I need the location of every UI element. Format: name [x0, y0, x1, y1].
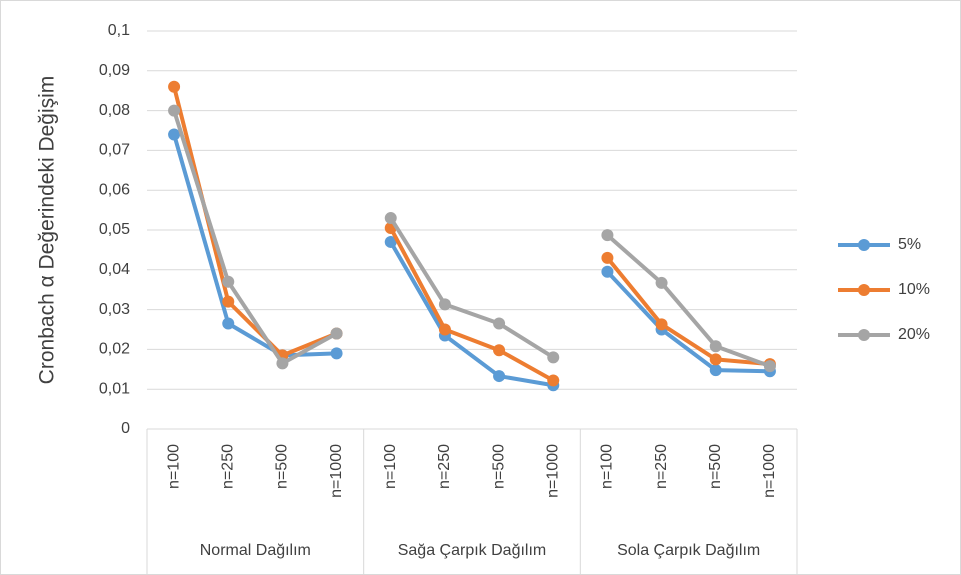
series-line — [605, 270, 770, 374]
point-marker — [384, 235, 397, 248]
y-tick-label: 0,05 — [99, 221, 130, 238]
point-marker — [438, 323, 451, 336]
y-tick-label: 0,08 — [99, 102, 130, 119]
group-label: Sağa Çarpık Dağılım — [398, 542, 547, 559]
point-marker — [168, 104, 181, 117]
point-marker — [330, 347, 343, 360]
x-tick-label: n=1000 — [328, 444, 345, 498]
x-tick-label: n=250 — [436, 444, 453, 489]
y-tick-label: 0 — [121, 420, 130, 437]
legend-marker — [858, 284, 870, 296]
x-tick-label: n=1000 — [761, 444, 778, 498]
x-tick-label: n=1000 — [544, 444, 561, 498]
y-tick-label: 0,03 — [99, 301, 130, 318]
series-line — [388, 227, 555, 383]
group-label: Normal Dağılım — [200, 542, 311, 559]
series-line — [389, 216, 555, 360]
x-tick-label: n=250 — [219, 444, 236, 489]
y-tick-label: 0,02 — [99, 341, 130, 358]
point-marker — [709, 340, 722, 353]
legend-label: 10% — [898, 281, 930, 298]
x-tick-label: n=500 — [490, 444, 507, 489]
y-tick-label: 0,1 — [108, 22, 130, 39]
point-marker — [493, 344, 506, 357]
point-marker — [709, 353, 722, 366]
group-label: Sola Çarpık Dağılım — [617, 542, 760, 559]
y-axis-title: Cronbach α Değerindeki Değişim — [36, 76, 59, 385]
x-tick-label: n=500 — [707, 444, 724, 489]
point-marker — [655, 318, 668, 331]
point-marker — [493, 317, 506, 330]
x-tick-label: n=100 — [382, 444, 399, 489]
point-marker — [330, 327, 343, 340]
series-line — [605, 256, 771, 367]
point-marker — [493, 370, 506, 383]
point-marker — [601, 265, 614, 278]
x-tick-label: n=500 — [274, 444, 291, 489]
x-tick-label: n=100 — [599, 444, 616, 489]
series-line — [389, 240, 554, 388]
point-marker — [601, 229, 614, 242]
y-tick-label: 0,04 — [99, 261, 130, 278]
legend-label: 5% — [898, 236, 921, 253]
point-marker — [168, 128, 181, 141]
series-line — [172, 109, 338, 366]
point-marker — [438, 298, 451, 311]
point-marker — [222, 295, 235, 308]
point-marker — [547, 374, 560, 387]
point-marker — [763, 360, 776, 373]
x-tick-label: n=100 — [165, 444, 182, 489]
x-tick-label: n=250 — [653, 444, 670, 489]
y-tick-label: 0,09 — [99, 62, 130, 79]
point-marker — [168, 80, 181, 93]
y-tick-label: 0,01 — [99, 380, 130, 397]
point-marker — [276, 357, 289, 370]
point-marker — [655, 276, 668, 289]
y-tick-label: 0,06 — [99, 181, 130, 198]
point-marker — [709, 364, 722, 377]
legend-marker — [858, 239, 870, 251]
point-marker — [601, 251, 614, 264]
point-marker — [222, 275, 235, 288]
legend-marker — [858, 329, 870, 341]
series-line — [606, 233, 771, 368]
point-marker — [547, 351, 560, 364]
series-line — [172, 133, 337, 358]
legend-label: 20% — [898, 326, 930, 343]
point-marker — [384, 212, 397, 225]
point-marker — [222, 317, 235, 330]
y-tick-label: 0,07 — [99, 142, 130, 159]
